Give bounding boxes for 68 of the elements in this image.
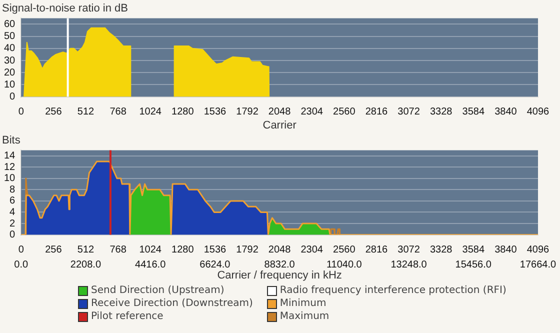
legend-label: Minimum: [280, 298, 326, 309]
legend-label: Send Direction (Upstream): [91, 285, 224, 296]
x-tick-label: 2816: [365, 106, 388, 118]
x-tick-label: 1536: [204, 106, 227, 118]
x-tick-label: 256: [45, 244, 62, 256]
y-tick-label: 10: [4, 173, 16, 184]
x-tick-label: 3328: [430, 106, 453, 118]
y-tick-label: 30: [4, 55, 16, 66]
y-tick-label: 40: [4, 43, 16, 54]
x2-tick-label: 8832.0: [264, 260, 296, 271]
x-tick-label: 768: [110, 106, 127, 118]
legend-label: Receive Direction (Downstream): [91, 298, 253, 309]
x-tick-label: 3840: [494, 244, 518, 256]
y-tick-label: 6: [10, 196, 16, 207]
x-tick-label: 2048: [268, 106, 292, 118]
x-tick-label: 2816: [365, 244, 388, 256]
legend-label: Pilot reference: [91, 311, 164, 322]
x-axis-title: Carrier / frequency in kHz: [217, 269, 342, 282]
legend-label: Maximum: [280, 311, 330, 322]
x-tick-label: 1536: [204, 244, 227, 256]
x2-tick-label: 13248.0: [390, 260, 428, 271]
x-tick-label: 256: [45, 106, 62, 118]
x-tick-label: 1024: [139, 244, 162, 256]
legend-label: Radio frequency interference protection (RFI): [280, 285, 506, 296]
x-tick-label: 2560: [333, 244, 356, 256]
x-tick-label: 1280: [172, 106, 194, 118]
y-axis-title: Signal-to-noise ratio in dB: [2, 2, 128, 15]
x2-tick-label: 0.0: [14, 260, 29, 271]
x-tick-label: 2304: [300, 106, 324, 118]
x-tick-label: 1792: [236, 106, 259, 118]
y-tick-label: 60: [4, 18, 16, 30]
x-tick-label: 4096: [526, 106, 550, 118]
x2-tick-label: 2208.0: [70, 260, 102, 271]
x-tick-label: 2560: [333, 106, 356, 118]
x-tick-label: 3072: [398, 106, 420, 118]
x-tick-label: 0: [18, 244, 24, 256]
x-tick-label: 512: [77, 244, 95, 256]
y-tick-label: 8: [10, 184, 16, 196]
x-tick-label: 0: [18, 106, 24, 118]
x-tick-label: 1024: [139, 106, 162, 118]
y-tick-label: 4: [10, 206, 16, 218]
y-tick-label: 20: [4, 67, 16, 78]
x-tick-label: 3584: [462, 106, 485, 118]
y-tick-label: 14: [4, 150, 16, 162]
x-tick-label: 3328: [430, 244, 453, 256]
x-tick-label: 3840: [494, 106, 518, 118]
x-tick-label: 2304: [300, 244, 324, 256]
x-tick-label: 3584: [462, 244, 485, 256]
y-tick-label: 0: [10, 230, 16, 241]
y-tick-label: 12: [4, 162, 16, 173]
y-tick-label: 50: [4, 31, 16, 42]
y-axis-title: Bits: [2, 134, 21, 147]
x-tick-label: 512: [77, 106, 95, 118]
x-tick-label: 2048: [268, 244, 292, 256]
x-axis-title: Carrier: [262, 119, 297, 132]
y-tick-label: 2: [10, 218, 16, 230]
x-tick-label: 1792: [236, 244, 259, 256]
y-tick-label: 0: [10, 92, 16, 103]
x2-tick-label: 11040.0: [326, 260, 362, 271]
x-tick-label: 768: [110, 244, 127, 256]
x-tick-label: 4096: [526, 244, 550, 256]
x2-tick-label: 17664.0: [520, 260, 557, 271]
x2-tick-label: 15456.0: [455, 260, 492, 271]
y-tick-label: 10: [4, 79, 16, 90]
x-tick-label: 1280: [172, 244, 194, 256]
x2-tick-label: 4416.0: [135, 260, 166, 271]
x-tick-label: 3072: [398, 244, 420, 256]
x2-tick-label: 6624.0: [200, 260, 231, 271]
